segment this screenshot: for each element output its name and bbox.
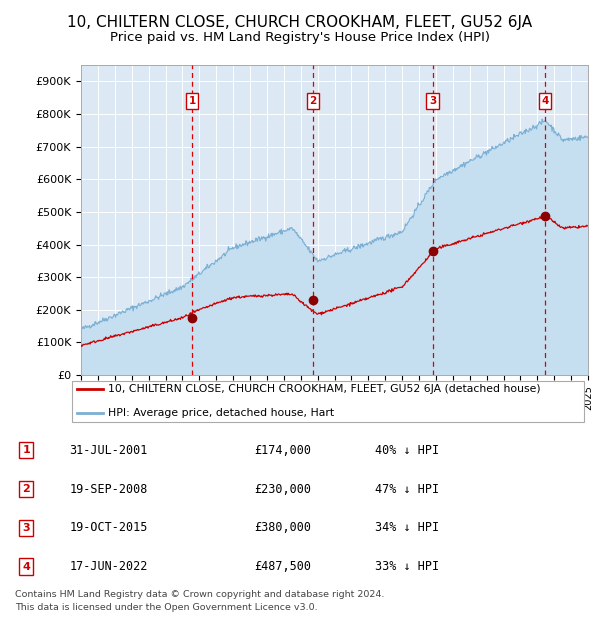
Text: 40% ↓ HPI: 40% ↓ HPI (375, 444, 439, 457)
Text: £487,500: £487,500 (254, 560, 311, 573)
Text: 2: 2 (309, 96, 316, 106)
Text: 10, CHILTERN CLOSE, CHURCH CROOKHAM, FLEET, GU52 6JA (detached house): 10, CHILTERN CLOSE, CHURCH CROOKHAM, FLE… (108, 384, 541, 394)
Text: 33% ↓ HPI: 33% ↓ HPI (375, 560, 439, 573)
Text: 3: 3 (23, 523, 30, 533)
Text: 4: 4 (22, 562, 31, 572)
Text: £380,000: £380,000 (254, 521, 311, 534)
Text: Contains HM Land Registry data © Crown copyright and database right 2024.: Contains HM Land Registry data © Crown c… (15, 590, 385, 600)
Text: 34% ↓ HPI: 34% ↓ HPI (375, 521, 439, 534)
Text: 17-JUN-2022: 17-JUN-2022 (70, 560, 148, 573)
Text: 2: 2 (23, 484, 30, 494)
Text: 4: 4 (541, 96, 549, 106)
FancyBboxPatch shape (71, 381, 584, 422)
Text: HPI: Average price, detached house, Hart: HPI: Average price, detached house, Hart (108, 407, 334, 418)
Text: 1: 1 (23, 445, 30, 455)
Text: This data is licensed under the Open Government Licence v3.0.: This data is licensed under the Open Gov… (15, 603, 317, 612)
Text: £174,000: £174,000 (254, 444, 311, 457)
Text: Price paid vs. HM Land Registry's House Price Index (HPI): Price paid vs. HM Land Registry's House … (110, 31, 490, 44)
Text: 31-JUL-2001: 31-JUL-2001 (70, 444, 148, 457)
Text: 47% ↓ HPI: 47% ↓ HPI (375, 482, 439, 495)
Text: 10, CHILTERN CLOSE, CHURCH CROOKHAM, FLEET, GU52 6JA: 10, CHILTERN CLOSE, CHURCH CROOKHAM, FLE… (67, 16, 533, 30)
Text: 19-SEP-2008: 19-SEP-2008 (70, 482, 148, 495)
Text: 1: 1 (188, 96, 196, 106)
Text: 3: 3 (429, 96, 436, 106)
Text: £230,000: £230,000 (254, 482, 311, 495)
Text: 19-OCT-2015: 19-OCT-2015 (70, 521, 148, 534)
